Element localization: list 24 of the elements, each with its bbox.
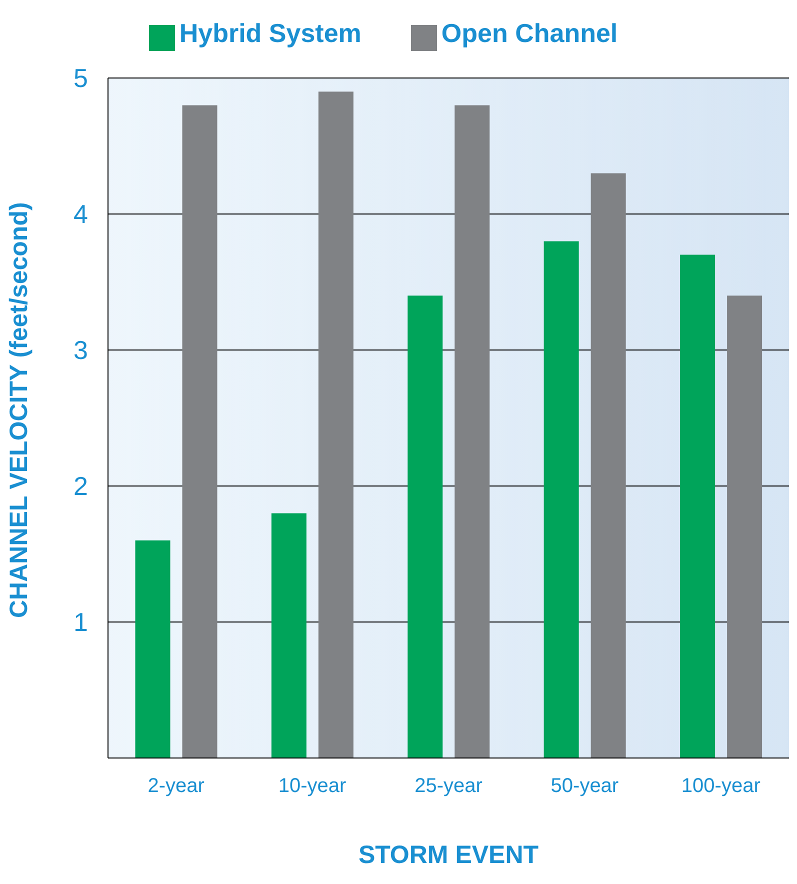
x-tick-label: 10-year (278, 775, 347, 798)
y-tick-label: 5 (74, 63, 88, 94)
x-tick-label: 25-year (414, 775, 483, 798)
y-tick-label: 1 (74, 607, 88, 638)
legend-label: Hybrid System (179, 18, 362, 48)
bar (454, 105, 490, 758)
y-tick-label: 4 (74, 199, 88, 230)
legend-label: Open Channel (441, 18, 618, 48)
bar (544, 241, 579, 758)
bar (318, 92, 354, 758)
bar (135, 540, 170, 758)
x-tick-label: 2-year (148, 775, 205, 798)
bar (408, 296, 443, 758)
bar (271, 513, 306, 758)
x-tick-label: 50-year (550, 775, 619, 798)
x-tick-label: 100-year (681, 775, 761, 798)
bar (727, 296, 762, 758)
bar (680, 254, 716, 758)
bar (182, 105, 218, 758)
bar (590, 173, 626, 758)
y-axis-title: CHANNEL VELOCITY (feet/second) (4, 202, 33, 618)
x-axis-title: STORM EVENT (358, 841, 539, 869)
y-tick-label: 2 (74, 471, 88, 502)
y-tick-label: 3 (74, 335, 88, 366)
